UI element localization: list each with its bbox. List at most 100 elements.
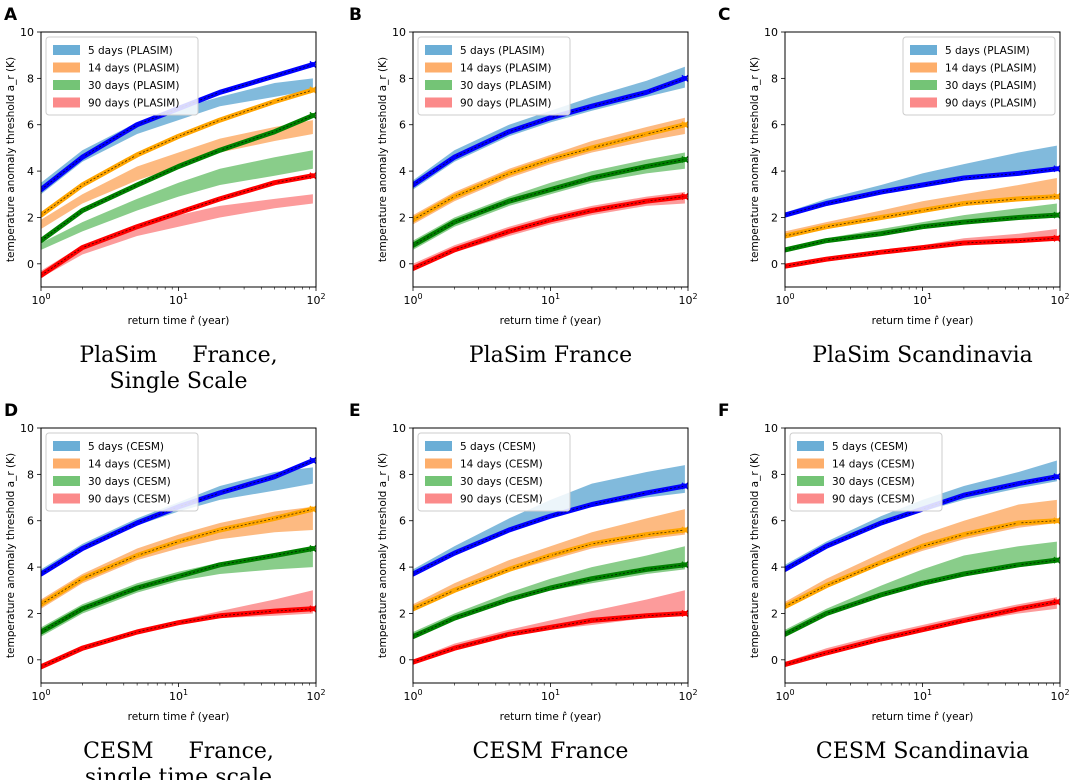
end-marker (681, 526, 688, 534)
x-tick-label: 102 (678, 688, 697, 703)
legend-label: 5 days (PLASIM) (945, 45, 1030, 57)
y-tick-label: 6 (771, 119, 778, 132)
end-marker (1053, 193, 1060, 201)
data-point (824, 651, 829, 655)
legend-box (902, 36, 1056, 116)
series-line-3 (785, 212, 1060, 253)
y-axis-label: temperature anomaly threshold a_r (K) (377, 453, 389, 658)
x-tick-label: 102 (1050, 688, 1069, 703)
x-tick-label: 101 (913, 688, 932, 703)
data-point (218, 148, 222, 152)
legend-swatch (425, 45, 452, 55)
panel-caption: single time scale (85, 765, 272, 780)
band-1 (41, 467, 313, 577)
y-tick-label: 2 (771, 607, 778, 620)
data-point (879, 190, 883, 194)
x-tick-label: 100 (775, 292, 794, 307)
y-tick-label: 10 (392, 422, 406, 435)
x-tick-label: 101 (169, 688, 188, 703)
data-point (962, 533, 966, 537)
end-marker (1053, 517, 1060, 525)
legend-label: 90 days (CESM) (832, 494, 915, 506)
legend-swatch (910, 80, 937, 90)
legend-label: 30 days (PLASIM) (460, 80, 551, 92)
data-point (80, 208, 84, 213)
legend: 5 days (CESM) 14 days (CESM) 30 days (CESM… (789, 432, 943, 512)
y-tick-label: 0 (399, 258, 406, 271)
data-point (920, 225, 925, 229)
data-point (879, 560, 883, 565)
plot-area (785, 145, 1060, 269)
data-point (80, 155, 84, 159)
y-tick-label: 6 (399, 515, 406, 528)
data-point (507, 567, 511, 572)
panel-e: E 0 2 4 6 8 10 100 101 102 return time r̂ (year) te… (349, 401, 698, 764)
y-tick-label: 0 (27, 654, 34, 667)
y-tick-label: 8 (399, 468, 406, 481)
data-point (135, 553, 139, 558)
data-point (452, 588, 456, 592)
data-point (452, 220, 456, 224)
panel-letter: F (718, 401, 730, 421)
data-point (218, 614, 222, 618)
data-point (548, 218, 553, 222)
data-point (1017, 239, 1021, 243)
data-point (452, 248, 456, 252)
legend: 5 days (PLASIM) 14 days (PLASIM) 30 days (… (417, 36, 571, 116)
y-tick-label: 0 (399, 654, 406, 667)
legend-box (45, 36, 199, 116)
data-point (507, 528, 511, 532)
data-point (1017, 563, 1021, 567)
end-marker (309, 172, 316, 180)
data-point (273, 475, 277, 479)
data-point (920, 246, 925, 250)
data-point (879, 215, 883, 220)
legend: 5 days (PLASIM) 14 days (PLASIM) 30 days (… (45, 36, 199, 116)
data-point (135, 183, 139, 187)
legend-swatch (425, 80, 452, 90)
end-marker (681, 609, 688, 617)
data-point (176, 621, 181, 625)
data-point (273, 181, 277, 185)
band-1 (41, 78, 313, 195)
data-point (824, 225, 829, 229)
x-tick-label: 100 (775, 688, 794, 703)
data-point (135, 586, 139, 590)
x-axis-label: return time r̂ (year) (500, 711, 602, 723)
data-point (135, 521, 139, 525)
data-point (548, 553, 553, 558)
data-point (218, 491, 222, 495)
data-point (645, 567, 649, 572)
y-tick-label: 6 (399, 119, 406, 132)
end-marker (309, 111, 316, 119)
end-marker (681, 561, 688, 569)
legend-label: 14 days (CESM) (460, 459, 543, 471)
legend-swatch (797, 441, 824, 451)
band-3 (41, 550, 313, 637)
data-point (962, 572, 966, 576)
data-point (1017, 215, 1021, 220)
panel-f: F 0 2 4 6 8 10 100 101 102 return time r̂ (year) te… (718, 401, 1070, 764)
data-point (879, 521, 883, 525)
data-point (507, 199, 511, 203)
x-tick-label: 102 (306, 688, 325, 703)
end-marker (681, 121, 688, 129)
x-tick-label: 100 (31, 292, 50, 307)
y-tick-label: 2 (399, 607, 406, 620)
data-point (80, 546, 84, 551)
x-tick-label: 102 (306, 292, 325, 307)
data-point (218, 197, 222, 201)
x-axis-label: return time r̂ (year) (500, 315, 602, 327)
legend-swatch (797, 476, 824, 486)
data-point (548, 188, 553, 192)
legend-label: 90 days (CESM) (460, 494, 543, 506)
data-point (962, 241, 966, 245)
legend-box (417, 432, 571, 512)
data-point (824, 611, 829, 616)
data-point (962, 618, 966, 623)
y-tick-label: 10 (20, 422, 34, 435)
y-tick-label: 0 (27, 258, 34, 271)
legend-label: 30 days (CESM) (832, 476, 915, 488)
data-point (218, 90, 222, 94)
data-point (962, 176, 966, 180)
